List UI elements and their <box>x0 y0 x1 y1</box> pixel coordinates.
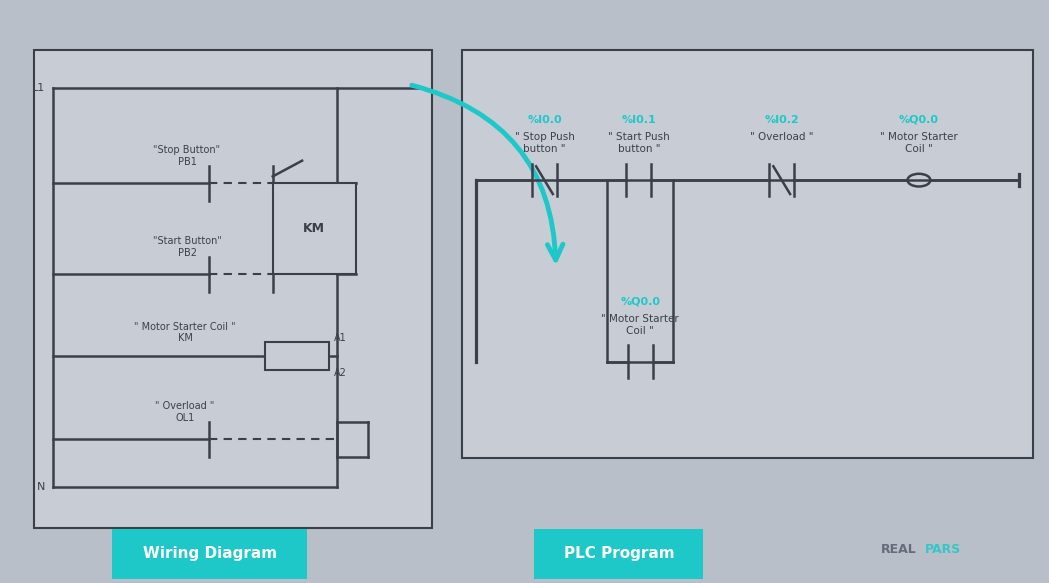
Text: L1: L1 <box>31 83 45 93</box>
Text: Coil ": Coil " <box>905 145 933 154</box>
Text: KM: KM <box>302 222 324 236</box>
Text: PB1: PB1 <box>177 157 196 167</box>
FancyBboxPatch shape <box>264 342 328 370</box>
Text: " Overload ": " Overload " <box>155 401 215 411</box>
Text: " Overload ": " Overload " <box>750 132 813 142</box>
Text: " Motor Starter Coil ": " Motor Starter Coil " <box>134 322 236 332</box>
Text: %Q0.0: %Q0.0 <box>899 115 939 125</box>
Text: A2: A2 <box>334 368 346 378</box>
FancyBboxPatch shape <box>273 184 356 274</box>
Text: KM: KM <box>177 333 192 343</box>
FancyBboxPatch shape <box>534 529 703 579</box>
Text: "Stop Button": "Stop Button" <box>153 145 220 156</box>
Text: " Motor Starter: " Motor Starter <box>601 314 679 324</box>
Text: PARS: PARS <box>925 543 962 556</box>
Text: " Motor Starter: " Motor Starter <box>880 132 958 142</box>
Text: REAL: REAL <box>881 543 917 556</box>
Text: OL1: OL1 <box>175 413 195 423</box>
Text: PB2: PB2 <box>177 248 196 258</box>
Text: A1: A1 <box>334 333 346 343</box>
Text: PLC Program: PLC Program <box>563 546 675 561</box>
FancyBboxPatch shape <box>34 50 432 528</box>
Text: button ": button " <box>618 145 660 154</box>
FancyBboxPatch shape <box>462 50 1033 458</box>
FancyBboxPatch shape <box>112 529 307 579</box>
Text: "Start Button": "Start Button" <box>152 236 221 246</box>
Text: N: N <box>37 482 45 492</box>
Text: %I0.0: %I0.0 <box>528 115 562 125</box>
Text: " Stop Push: " Stop Push <box>514 132 575 142</box>
Text: %Q0.0: %Q0.0 <box>620 296 660 307</box>
Text: " Start Push: " Start Push <box>608 132 669 142</box>
Text: %I0.2: %I0.2 <box>765 115 799 125</box>
Text: Coil ": Coil " <box>626 326 655 336</box>
Text: %I0.1: %I0.1 <box>621 115 657 125</box>
Text: Wiring Diagram: Wiring Diagram <box>143 546 277 561</box>
Text: button ": button " <box>523 145 565 154</box>
